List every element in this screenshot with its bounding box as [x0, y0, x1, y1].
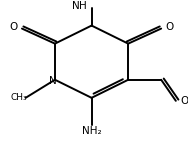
Text: O: O [10, 22, 18, 32]
Text: H: H [80, 1, 87, 11]
Text: O: O [165, 22, 174, 32]
Text: N: N [49, 76, 57, 86]
Text: N: N [72, 1, 80, 11]
Text: CH₃: CH₃ [10, 93, 27, 102]
Text: NH₂: NH₂ [82, 126, 101, 136]
Text: O: O [180, 96, 188, 106]
